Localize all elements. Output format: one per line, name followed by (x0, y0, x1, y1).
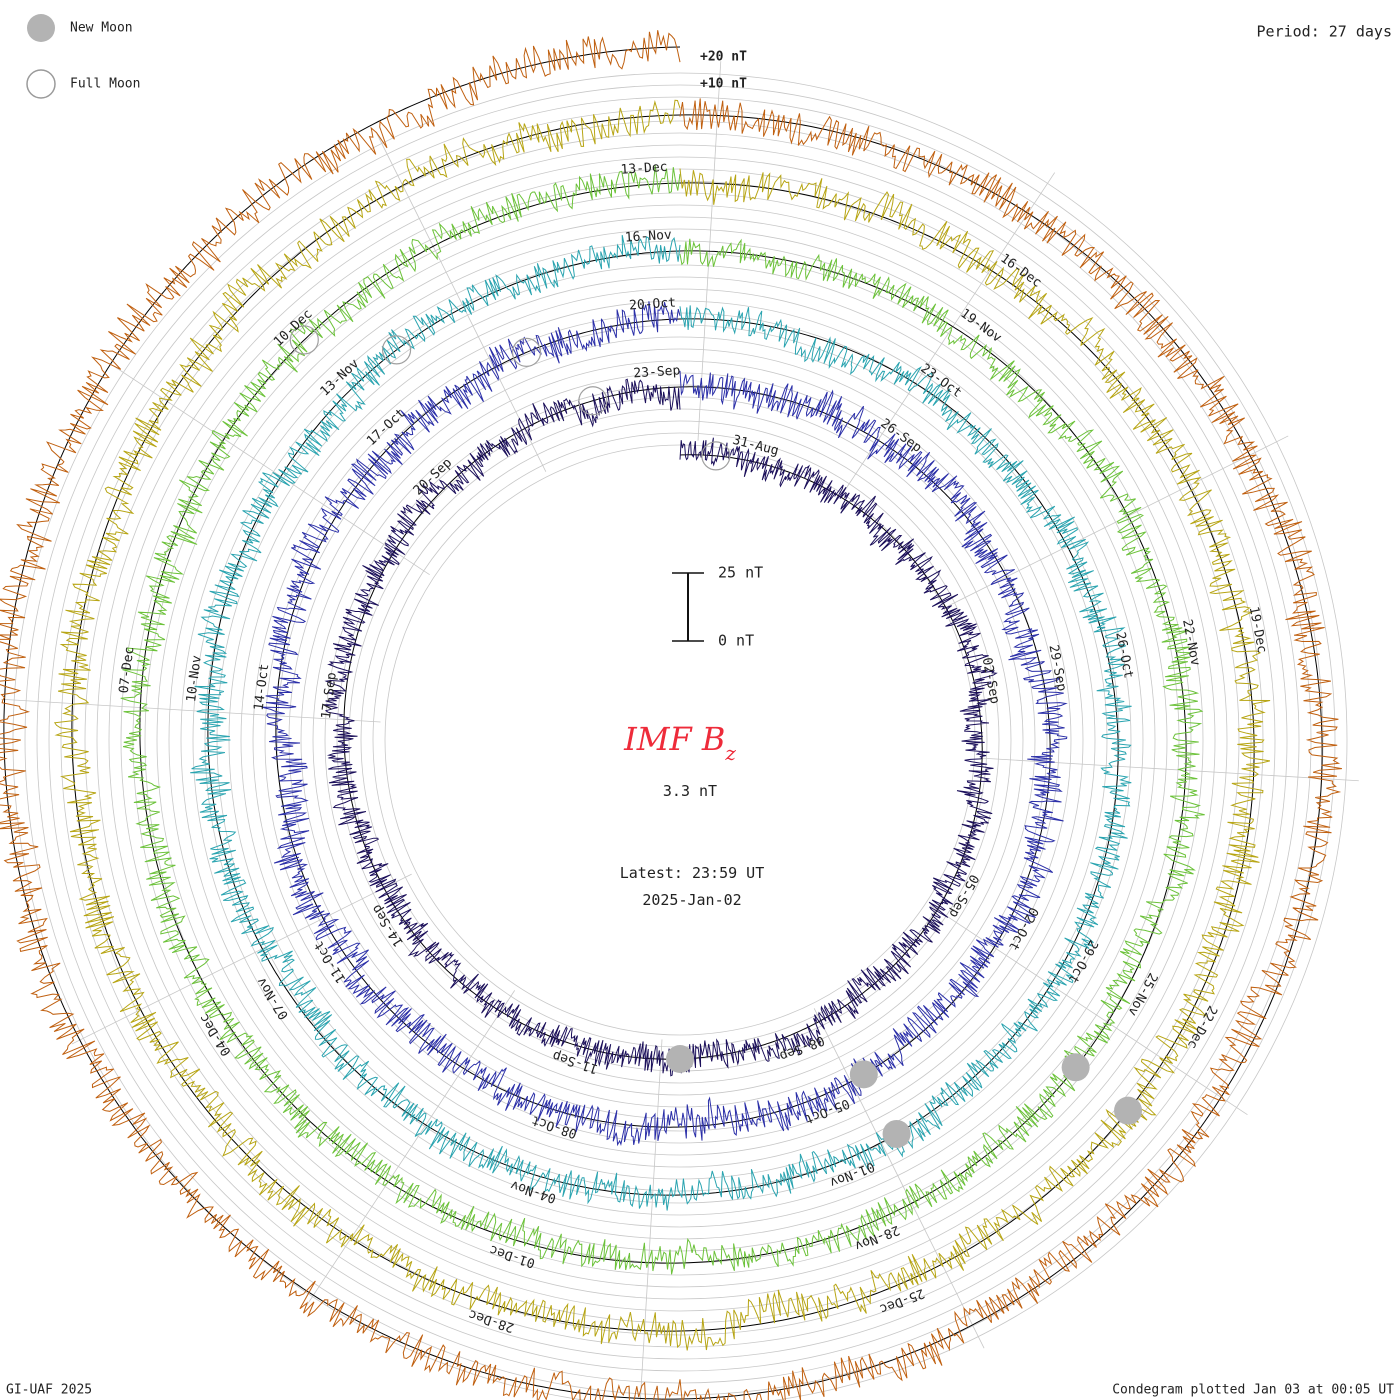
footer-timestamp: Condegram plotted Jan 03 at 00:05 UT (1112, 1383, 1394, 1398)
scale-bar-bottom-label: 0 nT (718, 632, 754, 650)
new-moon-legend-icon (27, 14, 55, 42)
new-moon-marker (1114, 1096, 1143, 1125)
series-line-sep-oct (261, 301, 1068, 1147)
footer-credit: GI-UAF 2025 (6, 1383, 92, 1398)
grid-ring (60, 120, 1300, 1360)
chart-series (0, 30, 1342, 1400)
grid-spoke (639, 1039, 663, 1400)
grid-ring (300, 360, 1060, 1120)
new-moon-marker (882, 1119, 911, 1148)
full-moon-marker (381, 335, 412, 365)
date-label: 23-Oct (917, 361, 964, 401)
new-moon-marker (849, 1060, 878, 1089)
grid-ring (252, 312, 1108, 1168)
grid-ring (264, 324, 1096, 1156)
grid-spoke (71, 873, 412, 1045)
grid-ring (216, 276, 1144, 1204)
outer-scale-upper: +20 nT (700, 50, 747, 65)
date-label: 20-Sep (411, 455, 456, 498)
date-label: 22-Dec (1184, 1003, 1220, 1051)
date-label: 14-Oct (252, 663, 273, 711)
period-label: Period: 27 days (1257, 23, 1392, 41)
date-label: 01-Dec (488, 1242, 537, 1271)
date-label: 25-Dec (877, 1285, 926, 1316)
full-moon-marker (578, 386, 608, 416)
grid-spoke (930, 904, 1248, 1116)
series-line-jan (0, 30, 1342, 1400)
latest-date: 2025-Jan-02 (642, 891, 741, 909)
date-label: 23-Sep (633, 363, 681, 381)
grid-spoke (813, 1008, 985, 1349)
date-label: 28-Dec (467, 1306, 516, 1335)
full-moon-marker (511, 337, 542, 367)
grid-ring (120, 180, 1240, 1300)
series-line-dec-jan (53, 99, 1271, 1351)
chart-title-subscript: z (724, 741, 736, 765)
date-label: 16-Nov (624, 228, 672, 246)
grid-ring (204, 264, 1156, 1216)
grid-ring (192, 252, 1168, 1228)
date-label: 10-Nov (184, 654, 205, 703)
grid-ring (336, 396, 1024, 1084)
full-moon-marker (701, 441, 731, 471)
latest-time: Latest: 23:59 UT (620, 864, 765, 882)
new-moon-legend-label: New Moon (70, 21, 133, 36)
date-label: 04-Nov (509, 1177, 558, 1206)
grid-ring (288, 348, 1072, 1132)
chart-title-main: IMF B (623, 720, 725, 758)
current-value: 3.3 nT (663, 782, 717, 800)
grid-spoke (844, 172, 1056, 490)
date-label: 17-Sep (319, 671, 340, 720)
grid-ring (384, 444, 976, 1036)
date-label: 19-Dec (1246, 605, 1270, 654)
grid-ring (240, 300, 1120, 1180)
grid-ring (72, 132, 1288, 1348)
chart-title: IMF Bz (623, 720, 736, 765)
grid-spoke (304, 990, 516, 1308)
grid-ring (168, 228, 1192, 1252)
date-label: 10-Dec (271, 307, 316, 350)
date-label: 08-Oct (530, 1112, 579, 1141)
grid-ring (48, 108, 1312, 1372)
scale-bar-top-label: 25 nT (718, 564, 763, 582)
new-moon-marker (1061, 1053, 1090, 1082)
date-label: 29-Sep (1045, 644, 1069, 693)
series-line-oct-nov (190, 234, 1132, 1211)
date-label: 02-Sep (979, 656, 1003, 705)
date-label: 08-Sep (777, 1032, 826, 1063)
new-moon-marker (666, 1045, 694, 1073)
grid-spoke (112, 364, 430, 576)
grid-spoke (1, 698, 381, 723)
series-line-nov-dec (120, 165, 1205, 1275)
full-moon-legend-icon (26, 69, 56, 99)
grid-ring (24, 84, 1336, 1396)
grid-ring (84, 144, 1276, 1336)
grid-spoke (979, 757, 1359, 782)
date-label: 07-Nov (254, 974, 292, 1022)
grid-ring (144, 204, 1216, 1276)
full-moon-legend-label: Full Moon (70, 77, 140, 92)
grid-ring (132, 192, 1228, 1288)
date-label: 13-Dec (620, 160, 668, 178)
grid-ring (324, 384, 1036, 1096)
moon-markers (289, 325, 1143, 1148)
grid-ring (12, 72, 1348, 1400)
outer-scale-lower: +10 nT (700, 77, 747, 92)
full-moon-marker (289, 325, 319, 355)
date-label: 20-Oct (629, 296, 677, 314)
date-label: 07-Dec (117, 646, 138, 694)
grid-spoke (375, 131, 547, 472)
scale-bar: 25 nT 0 nT (672, 564, 763, 650)
